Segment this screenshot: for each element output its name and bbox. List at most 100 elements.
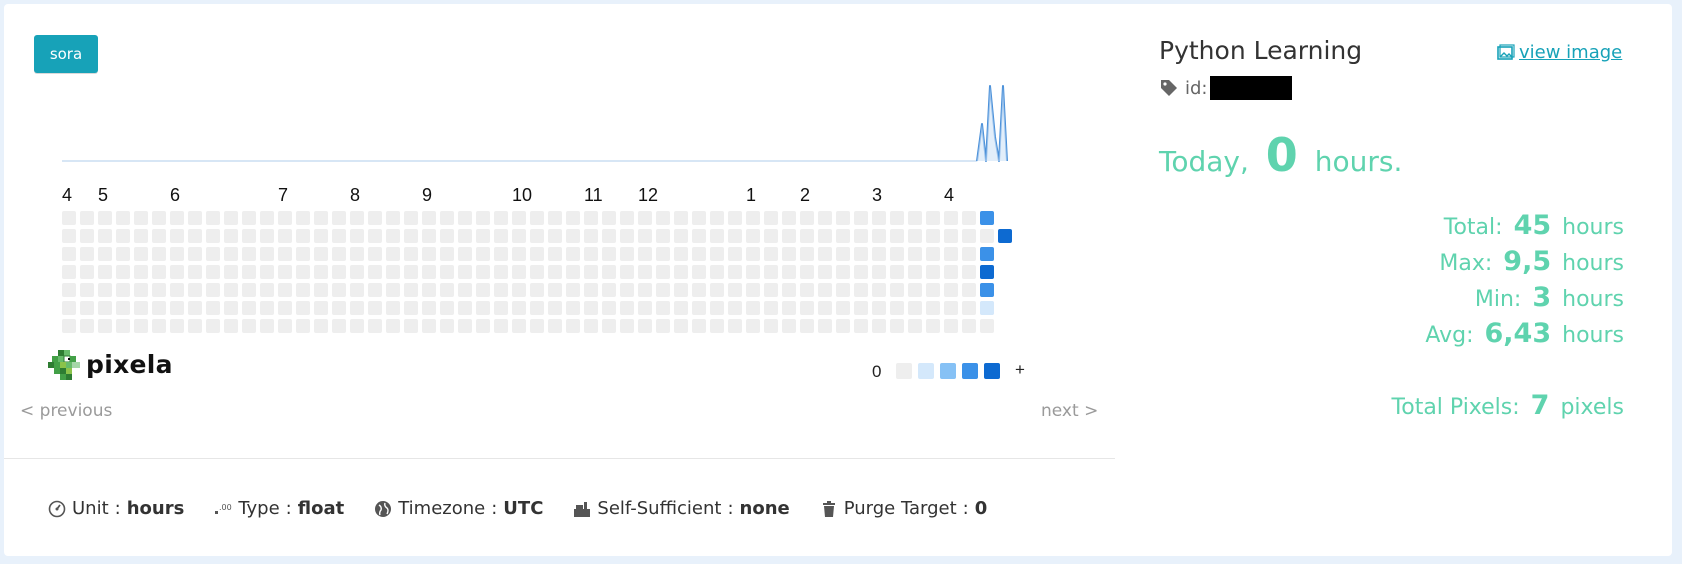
heatmap-cell[interactable] [116,283,130,297]
heatmap-cell[interactable] [278,301,292,315]
heatmap-cell[interactable] [710,319,724,333]
heatmap-cell[interactable] [206,211,220,225]
heatmap-cell[interactable] [224,301,238,315]
heatmap-cell[interactable] [926,229,940,243]
heatmap-cell[interactable] [638,211,652,225]
heatmap-cell[interactable] [314,229,328,243]
heatmap-cell[interactable] [728,283,742,297]
heatmap-cell[interactable] [836,229,850,243]
heatmap-cell[interactable] [332,265,346,279]
heatmap-cell[interactable] [80,265,94,279]
heatmap-cell[interactable] [494,229,508,243]
heatmap-cell[interactable] [170,319,184,333]
heatmap-cell[interactable] [188,283,202,297]
heatmap-cell[interactable] [134,247,148,261]
heatmap-cell[interactable] [728,247,742,261]
heatmap-cell[interactable] [818,265,832,279]
heatmap-cell[interactable] [134,283,148,297]
heatmap-cell[interactable] [170,301,184,315]
heatmap-cell[interactable] [548,319,562,333]
heatmap-cell[interactable] [260,265,274,279]
heatmap-cell[interactable] [908,283,922,297]
heatmap-cell[interactable] [80,283,94,297]
heatmap-cell[interactable] [260,283,274,297]
heatmap-cell[interactable] [692,229,706,243]
heatmap-cell[interactable] [962,265,976,279]
heatmap-cell[interactable] [854,319,868,333]
heatmap-cell[interactable] [62,301,76,315]
heatmap-cell[interactable] [782,319,796,333]
heatmap-cell[interactable] [656,283,670,297]
heatmap-cell[interactable] [836,301,850,315]
heatmap-cell[interactable] [296,301,310,315]
heatmap-cell[interactable] [602,229,616,243]
heatmap-cell[interactable] [386,319,400,333]
heatmap-cell[interactable] [944,265,958,279]
heatmap-cell[interactable] [62,265,76,279]
heatmap-cell[interactable] [890,229,904,243]
heatmap-cell[interactable] [224,319,238,333]
heatmap-cell[interactable] [656,265,670,279]
heatmap-cell[interactable] [872,247,886,261]
heatmap-cell[interactable] [332,301,346,315]
heatmap-cell[interactable] [278,247,292,261]
heatmap-cell[interactable] [818,283,832,297]
heatmap-cell[interactable] [728,265,742,279]
heatmap-cell[interactable] [530,283,544,297]
heatmap-cell[interactable] [440,247,454,261]
heatmap-cell[interactable] [602,211,616,225]
heatmap-cell[interactable] [692,283,706,297]
heatmap-cell[interactable] [98,283,112,297]
heatmap-cell[interactable] [818,319,832,333]
heatmap-cell[interactable] [512,211,526,225]
heatmap-cell[interactable] [908,247,922,261]
heatmap-cell[interactable] [710,283,724,297]
heatmap-cell[interactable] [854,283,868,297]
heatmap-cell[interactable] [548,265,562,279]
heatmap-cell[interactable] [728,229,742,243]
heatmap-cell[interactable] [872,211,886,225]
heatmap-cell[interactable] [422,301,436,315]
heatmap-cell[interactable] [386,265,400,279]
heatmap-cell[interactable] [242,211,256,225]
heatmap-cell[interactable] [782,211,796,225]
heatmap-cell[interactable] [80,247,94,261]
heatmap-cell[interactable] [854,211,868,225]
heatmap-cell[interactable] [278,211,292,225]
heatmap-cell[interactable] [782,301,796,315]
heatmap-cell[interactable] [854,247,868,261]
heatmap-cell[interactable] [656,211,670,225]
heatmap-cell[interactable] [224,247,238,261]
heatmap-cell[interactable] [440,319,454,333]
heatmap-cell[interactable] [80,301,94,315]
heatmap-cell[interactable] [206,265,220,279]
heatmap-cell[interactable] [548,229,562,243]
heatmap-cell[interactable] [674,301,688,315]
heatmap-cell[interactable] [566,265,580,279]
heatmap-cell[interactable] [242,301,256,315]
heatmap-cell[interactable] [746,265,760,279]
heatmap-cell[interactable] [62,211,76,225]
heatmap-cell[interactable] [530,229,544,243]
heatmap-cell[interactable] [944,247,958,261]
heatmap-cell[interactable] [260,301,274,315]
heatmap-cell[interactable] [764,319,778,333]
heatmap-cell[interactable] [440,211,454,225]
heatmap-cell[interactable] [188,229,202,243]
heatmap-cell[interactable] [314,247,328,261]
heatmap-cell[interactable] [332,211,346,225]
heatmap-cell[interactable] [980,229,994,243]
heatmap-cell[interactable] [836,211,850,225]
heatmap-cell[interactable] [170,247,184,261]
heatmap-cell[interactable] [386,283,400,297]
heatmap-cell[interactable] [386,229,400,243]
heatmap-cell[interactable] [800,319,814,333]
heatmap-cell[interactable] [422,247,436,261]
heatmap-cell[interactable] [656,319,670,333]
heatmap-cell[interactable] [332,283,346,297]
heatmap-cell[interactable] [620,319,634,333]
heatmap-cell[interactable] [710,301,724,315]
heatmap-cell[interactable] [746,229,760,243]
heatmap-cell[interactable] [566,247,580,261]
heatmap-cell[interactable] [890,247,904,261]
